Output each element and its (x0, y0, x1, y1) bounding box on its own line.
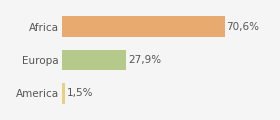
Bar (62, 16, 225, 37)
Text: 70,6%: 70,6% (227, 22, 260, 32)
Text: 1,5%: 1,5% (67, 88, 94, 98)
Bar (62, 83, 65, 104)
Bar (62, 50, 126, 70)
Text: 27,9%: 27,9% (128, 55, 161, 65)
